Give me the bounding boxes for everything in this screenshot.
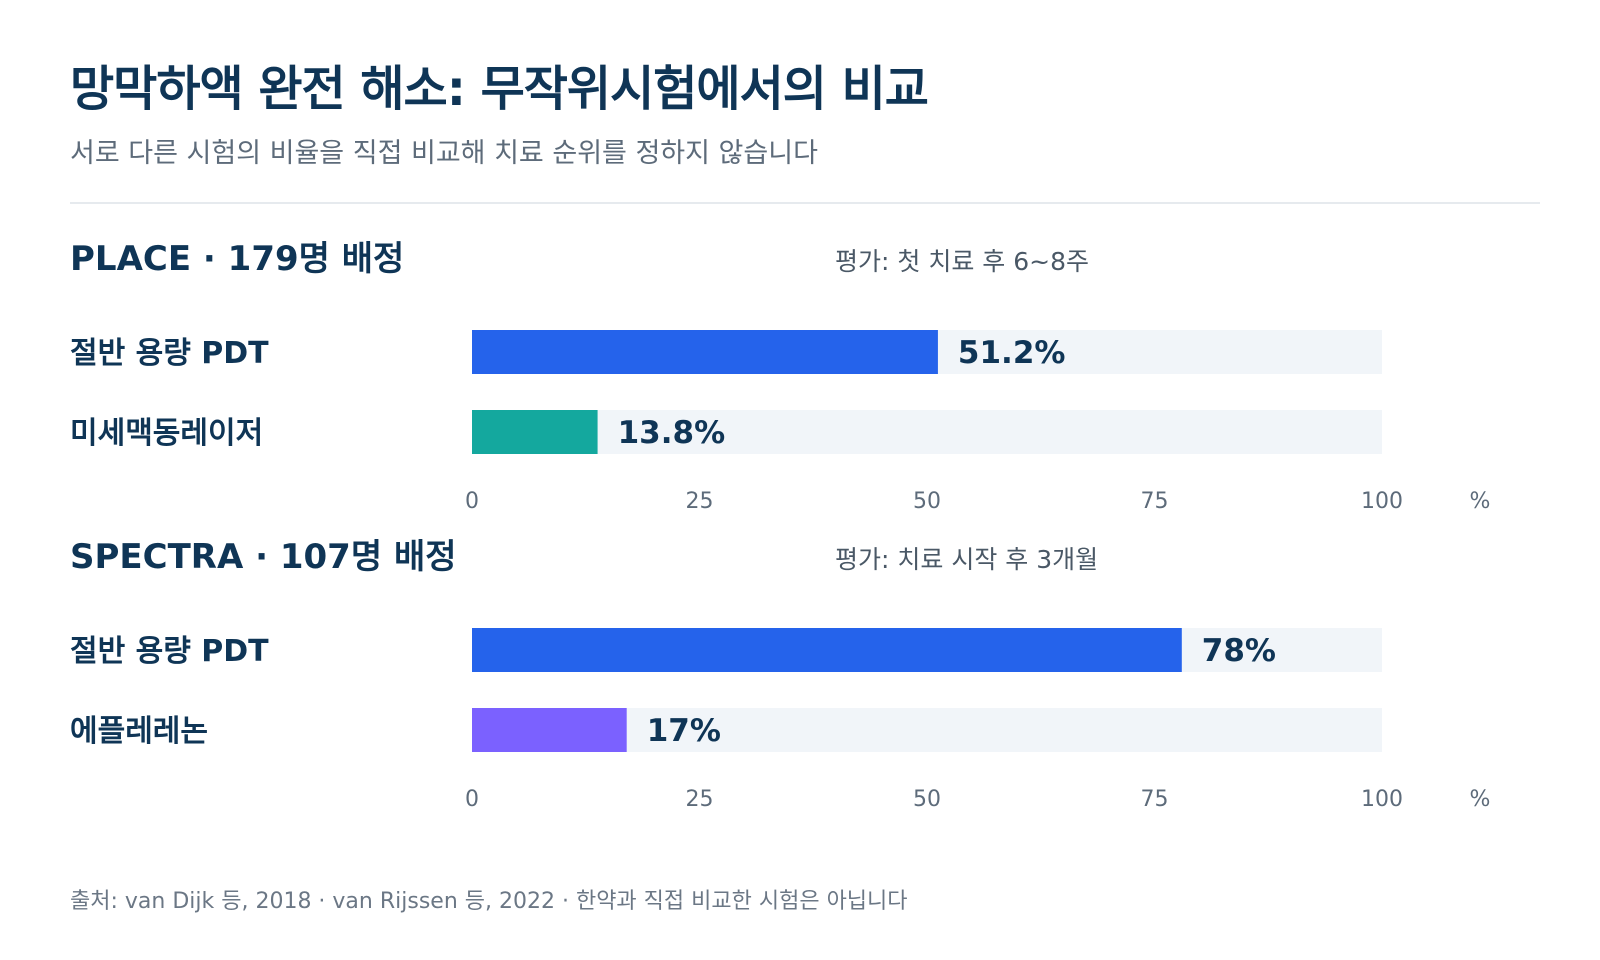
category-label: 절반 용량 PDT [70, 336, 269, 371]
bar [472, 628, 1182, 672]
category-label: 절반 용량 PDT [70, 634, 269, 669]
x-tick-label: 75 [1141, 787, 1169, 812]
x-unit-label: % [1470, 787, 1491, 812]
value-label: 78% [1202, 633, 1276, 669]
panel-note: 평가: 치료 시작 후 3개월 [835, 545, 1098, 574]
x-tick-label: 25 [686, 787, 714, 812]
category-label: 에플레레논 [70, 714, 208, 749]
x-tick-label: 50 [913, 787, 941, 812]
chart-subtitle: 서로 다른 시험의 비율을 직접 비교해 치료 순위를 정하지 않습니다 [70, 138, 818, 169]
category-label: 미세맥동레이저 [70, 416, 263, 451]
value-label: 51.2% [958, 335, 1066, 371]
x-tick-label: 100 [1361, 489, 1403, 514]
bar [472, 330, 938, 374]
panel-title: PLACE · 179명 배정 [70, 239, 404, 279]
x-tick-label: 25 [686, 489, 714, 514]
bar-track [472, 410, 1382, 454]
header-divider [70, 202, 1540, 204]
x-tick-label: 0 [465, 489, 479, 514]
value-label: 13.8% [618, 415, 726, 451]
value-label: 17% [647, 713, 721, 749]
x-unit-label: % [1470, 489, 1491, 514]
x-tick-label: 100 [1361, 787, 1403, 812]
x-tick-label: 75 [1141, 489, 1169, 514]
panel-title: SPECTRA · 107명 배정 [70, 537, 457, 577]
bar [472, 410, 598, 454]
x-tick-label: 50 [913, 489, 941, 514]
x-tick-label: 0 [465, 787, 479, 812]
chart-title: 망막하액 완전 해소: 무작위시험에서의 비교 [70, 61, 929, 117]
bar [472, 708, 627, 752]
source-note: 출처: van Dijk 등, 2018 · van Rijssen 등, 20… [70, 889, 908, 914]
panel-note: 평가: 첫 치료 후 6~8주 [835, 247, 1089, 276]
